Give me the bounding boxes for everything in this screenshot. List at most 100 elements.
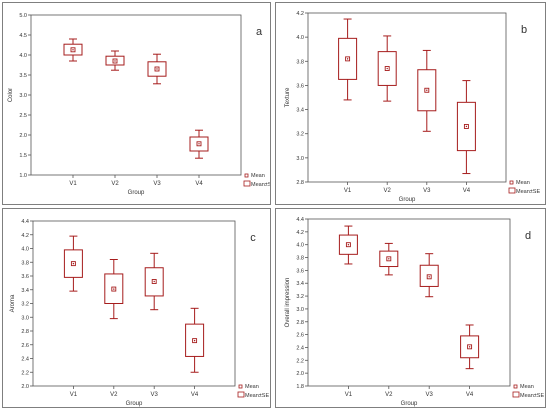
- x-tick-label: V2: [110, 392, 118, 398]
- legend-box-marker: [508, 187, 516, 194]
- x-tick-label: V3: [151, 392, 159, 398]
- y-tick-label: 3.8: [296, 256, 304, 262]
- y-tick-label: 3.6: [21, 274, 29, 280]
- y-tick-label: 2.0: [21, 384, 29, 390]
- plot-frame: [307, 12, 507, 183]
- mean-dot: [428, 276, 430, 278]
- y-tick-label: 3.6: [296, 83, 304, 89]
- x-tick-label: V2: [385, 392, 393, 398]
- group-box-v3: [417, 49, 437, 132]
- mean-marker: [70, 47, 76, 53]
- legend-box-label: Mean±SE: [251, 182, 270, 188]
- x-tick-label: V1: [70, 392, 78, 398]
- x-tick-label: V4: [195, 181, 203, 187]
- y-tick-label: 3.5: [19, 73, 27, 79]
- legend-box-marker: [512, 391, 520, 398]
- y-tick-label: 4.4: [296, 217, 304, 223]
- plot-frame: [307, 218, 511, 387]
- panel-letter: c: [250, 232, 256, 244]
- legend-box-label: Mean±SE: [516, 189, 540, 195]
- mean-marker: [384, 66, 390, 71]
- x-tick-label: V4: [191, 392, 199, 398]
- y-tick-label: 2.8: [296, 320, 304, 326]
- mean-dot: [193, 339, 196, 342]
- legend-mean-label: Mean: [520, 384, 534, 390]
- y-tick-label: 3.2: [21, 302, 29, 308]
- y-tick-label: 4.2: [21, 233, 29, 239]
- mean-dot: [468, 346, 471, 348]
- legend-box-label: Mean±SE: [245, 393, 269, 399]
- group-box-v2: [379, 242, 399, 276]
- y-tick-label: 3.0: [21, 315, 29, 321]
- chart-panel-d: 1.8 2.0 2.2 2.4 2.6 2.8 3.0 3.2 3.4 3.6 3.8 4.0 4.2 4…: [275, 208, 546, 408]
- group-box-v4: [185, 307, 205, 373]
- group-box-v1: [338, 18, 358, 101]
- x-tick-label: V3: [426, 392, 434, 398]
- y-tick-label: 4.0: [21, 247, 29, 253]
- x-tick-label: V1: [69, 181, 77, 187]
- mean-dot: [388, 258, 390, 260]
- group-box-v4: [460, 324, 480, 370]
- y-tick-label: 3.0: [19, 93, 27, 99]
- mean-marker: [196, 141, 202, 147]
- mean-dot: [386, 67, 388, 70]
- group-box-v1: [63, 38, 83, 62]
- y-tick-label: 2.5: [19, 113, 27, 119]
- mean-marker: [426, 274, 432, 280]
- y-tick-label: 4.4: [21, 219, 29, 225]
- y-tick-label: 3.8: [21, 260, 29, 266]
- legend-box-marker: [237, 391, 245, 398]
- y-tick-label: 2.0: [296, 371, 304, 377]
- mean-dot: [114, 60, 116, 62]
- mean-marker: [463, 124, 469, 129]
- y-tick-label: 2.2: [296, 358, 304, 364]
- y-axis-title: Texture: [285, 87, 291, 107]
- mean-dot: [72, 49, 74, 51]
- y-tick-label: 3.0: [296, 156, 304, 162]
- y-tick-label: 2.4: [296, 345, 304, 351]
- mean-marker: [192, 338, 198, 344]
- y-tick-label: 4.0: [296, 243, 304, 249]
- chart-svg-b: 2.8 3.0 3.2 3.4 3.6 3.8 4.0 4.2 V1 V2 V3 V4 Group Tex…: [285, 11, 540, 203]
- chart-svg-d: 1.8 2.0 2.2 2.4 2.6 2.8 3.0 3.2 3.4 3.6 3.8 4.0 4.2 4…: [285, 217, 544, 407]
- mean-dot: [113, 288, 115, 290]
- panel-letter: a: [256, 26, 263, 38]
- mean-dot: [347, 243, 350, 246]
- group-box-v4: [456, 80, 476, 175]
- group-box-v1: [338, 225, 358, 265]
- x-tick-label: V1: [344, 188, 352, 194]
- panel-letter: b: [521, 24, 527, 36]
- mean-marker: [345, 56, 351, 62]
- group-box-v3: [147, 53, 167, 85]
- y-axis-title: Aroma: [10, 294, 16, 312]
- se-box: [419, 264, 439, 287]
- x-tick-label: V3: [153, 181, 161, 187]
- y-tick-label: 3.2: [296, 294, 304, 300]
- x-axis-title: Group: [126, 401, 143, 407]
- mean-marker: [154, 66, 160, 72]
- mean-dot: [198, 143, 200, 145]
- y-tick-label: 2.4: [21, 357, 29, 363]
- group-box-v2: [377, 35, 397, 102]
- y-tick-label: 1.0: [19, 173, 27, 179]
- legend-mean-marker: [513, 384, 518, 389]
- y-tick-label: 2.8: [296, 180, 304, 186]
- legend-mean-label: Mean: [245, 384, 259, 390]
- x-axis-title: Group: [401, 401, 418, 407]
- group-box-v2: [104, 259, 124, 320]
- x-tick-label: V4: [466, 392, 474, 398]
- legend-box-marker: [243, 180, 251, 187]
- y-tick-label: 4.5: [19, 33, 27, 39]
- y-tick-label: 3.0: [296, 307, 304, 313]
- x-axis-title: Group: [399, 197, 416, 203]
- x-axis-title: Group: [128, 190, 145, 196]
- mean-marker: [111, 286, 117, 292]
- chart-svg-a: 1.0 1.5 2.0 2.5 3.0 3.5 4.0 4.5 5.0 V1 V2 V3 V4 Group…: [8, 13, 270, 196]
- chart-panel-a: 1.0 1.5 2.0 2.5 3.0 3.5 4.0 4.5 5.0 V1 V2 V3 V4 Group…: [2, 2, 271, 205]
- y-tick-label: 1.5: [19, 153, 27, 159]
- mean-marker: [70, 261, 76, 267]
- group-box-v2: [105, 50, 125, 71]
- legend-box-label: Mean±SE: [520, 393, 544, 399]
- x-tick-label: V1: [345, 392, 353, 398]
- plot-frame: [30, 14, 242, 176]
